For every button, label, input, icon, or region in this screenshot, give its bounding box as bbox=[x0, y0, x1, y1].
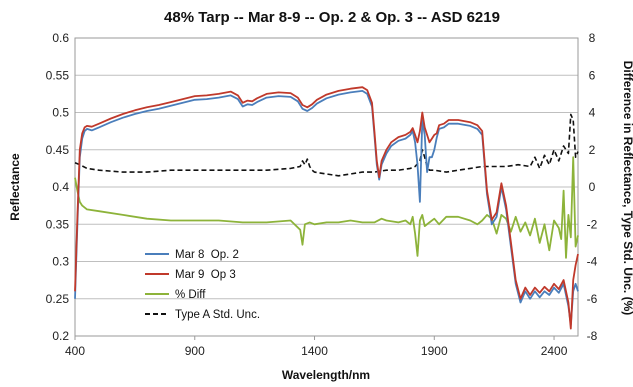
y2-tick-label: 2 bbox=[589, 143, 596, 157]
y2-tick-label: 4 bbox=[589, 106, 596, 120]
series-layer bbox=[74, 86, 579, 330]
y2-tick-label: 6 bbox=[589, 68, 596, 82]
x-axis-title: Wavelength/nm bbox=[282, 368, 370, 382]
y2-tick-label: 8 bbox=[589, 31, 596, 45]
x-axis-ticks: 400 900 1400 1900 2400 bbox=[65, 336, 568, 358]
legend-label-0: Mar 8 Op. 2 bbox=[175, 249, 239, 261]
y2-tick-label: -4 bbox=[587, 255, 598, 269]
x-tick-label: 900 bbox=[185, 344, 205, 358]
legend: Mar 8 Op. 2 Mar 9 Op 3 % Diff Type A Std. U… bbox=[145, 249, 260, 321]
series-line-0 bbox=[74, 90, 579, 326]
y-axis-title: Reflectance bbox=[8, 153, 22, 221]
x-tick-label: 1900 bbox=[421, 344, 448, 358]
y2-tick-label: 0 bbox=[589, 180, 596, 194]
series-line-3 bbox=[74, 113, 579, 177]
series-line-1 bbox=[74, 86, 579, 330]
x-tick-label: 400 bbox=[65, 344, 85, 358]
legend-label-2: % Diff bbox=[175, 289, 206, 301]
right-axis-ticks: 8 6 4 2 0 -2 -4 -6 -8 bbox=[587, 31, 598, 343]
legend-label-3: Type A Std. Unc. bbox=[175, 309, 260, 321]
y-tick-label: 0.45 bbox=[46, 143, 70, 157]
y-tick-label: 0.35 bbox=[46, 217, 70, 231]
left-axis-ticks: 0.6 0.55 0.5 0.45 0.4 0.35 0.3 0.25 0.2 bbox=[46, 31, 70, 343]
y-tick-label: 0.55 bbox=[46, 68, 70, 82]
chart-title: 48% Tarp -- Mar 8-9 -- Op. 2 & Op. 3 -- … bbox=[164, 9, 500, 26]
y-tick-label: 0.3 bbox=[52, 255, 69, 269]
y-tick-label: 0.5 bbox=[52, 106, 69, 120]
y-tick-label: 0.6 bbox=[52, 31, 69, 45]
y-tick-label: 0.4 bbox=[52, 180, 69, 194]
x-tick-label: 1400 bbox=[301, 344, 328, 358]
legend-label-1: Mar 9 Op 3 bbox=[175, 269, 236, 281]
y2-tick-label: -8 bbox=[587, 329, 598, 343]
series-line-2 bbox=[74, 156, 579, 259]
y2-tick-label: -2 bbox=[587, 217, 598, 231]
x-tick-label: 2400 bbox=[541, 344, 568, 358]
y2-axis-title: Difference in Reflectance, Type Std. Unc… bbox=[621, 61, 633, 316]
y-tick-label: 0.2 bbox=[52, 329, 69, 343]
plot-area bbox=[74, 37, 579, 337]
y-tick-label: 0.25 bbox=[46, 292, 70, 306]
y2-tick-label: -6 bbox=[587, 292, 598, 306]
